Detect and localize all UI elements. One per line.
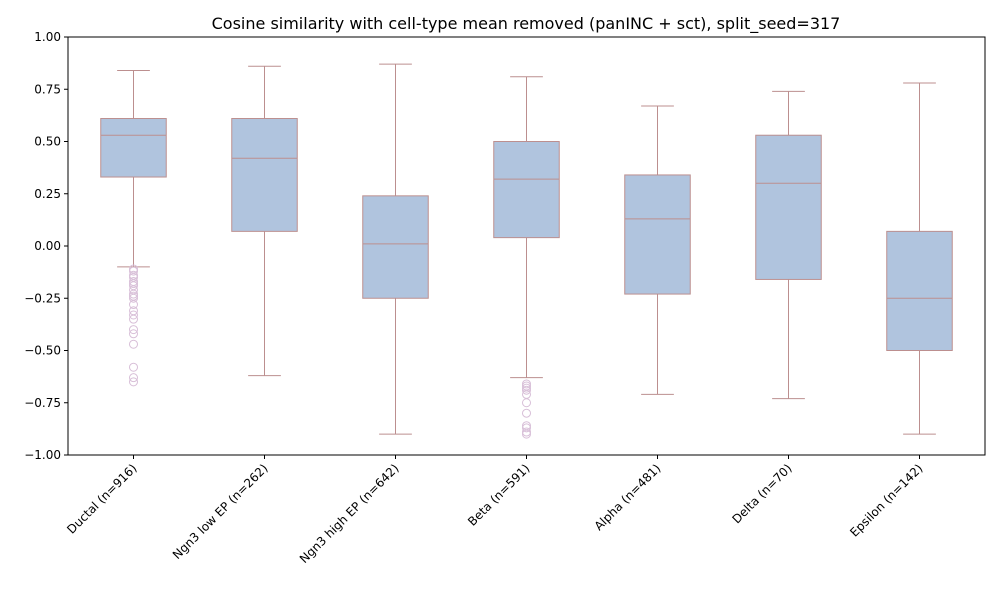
outlier-point	[129, 325, 138, 335]
outlier-point	[522, 379, 531, 389]
outlier-point	[129, 329, 138, 339]
box	[624, 174, 691, 295]
box	[755, 134, 822, 280]
x-tick-label: Ductal (n=916)	[64, 461, 139, 536]
outlier-point	[522, 385, 531, 395]
outlier-point	[522, 427, 531, 437]
x-tick-label: Epsilon (n=142)	[847, 461, 925, 539]
outlier-point	[129, 293, 138, 303]
y-tick-label: −0.50	[24, 344, 61, 358]
y-tick-label: 0.25	[34, 187, 61, 201]
y-tick-label: 0.75	[34, 82, 61, 96]
box	[100, 118, 167, 178]
outlier-point	[129, 279, 138, 289]
x-tick-label: Ngn3 high EP (n=642)	[297, 461, 402, 566]
chart-title: Cosine similarity with cell-type mean re…	[212, 14, 841, 34]
y-tick-label: 0.50	[34, 135, 61, 149]
outlier-point	[522, 423, 531, 433]
outlier-point	[522, 383, 531, 393]
box	[493, 141, 560, 239]
outlier-point	[129, 310, 138, 320]
y-tick-label: −0.75	[24, 396, 61, 410]
outlier-point	[129, 373, 138, 383]
y-tick-label: −1.00	[24, 448, 61, 462]
outlier-point	[522, 408, 531, 418]
outlier-point	[129, 339, 138, 349]
y-tick-label: 0.00	[34, 239, 61, 253]
outlier-point	[129, 291, 138, 301]
x-tick-label: Delta (n=70)	[729, 461, 794, 526]
outlier-point	[129, 289, 138, 299]
outlier-point	[129, 377, 138, 387]
x-tick-label: Beta (n=591)	[465, 461, 532, 528]
y-tick-label: 1.00	[34, 30, 61, 44]
x-tick-label: Ngn3 low EP (n=262)	[170, 461, 271, 562]
outlier-point	[129, 266, 138, 276]
outlier-point	[129, 314, 138, 324]
outlier-point	[129, 300, 138, 310]
box	[886, 230, 953, 351]
outlier-point	[129, 362, 138, 372]
outlier-point	[522, 429, 531, 439]
box	[362, 195, 429, 299]
box	[231, 118, 298, 232]
x-tick-label: Alpha (n=481)	[592, 461, 664, 533]
outlier-point	[522, 398, 531, 408]
plot-area: −1.00 −0.75 −0.50 −0.25 0.00 0.25 0.50 0.75 1.00…	[24, 30, 986, 566]
y-tick-label: −0.25	[24, 291, 61, 305]
